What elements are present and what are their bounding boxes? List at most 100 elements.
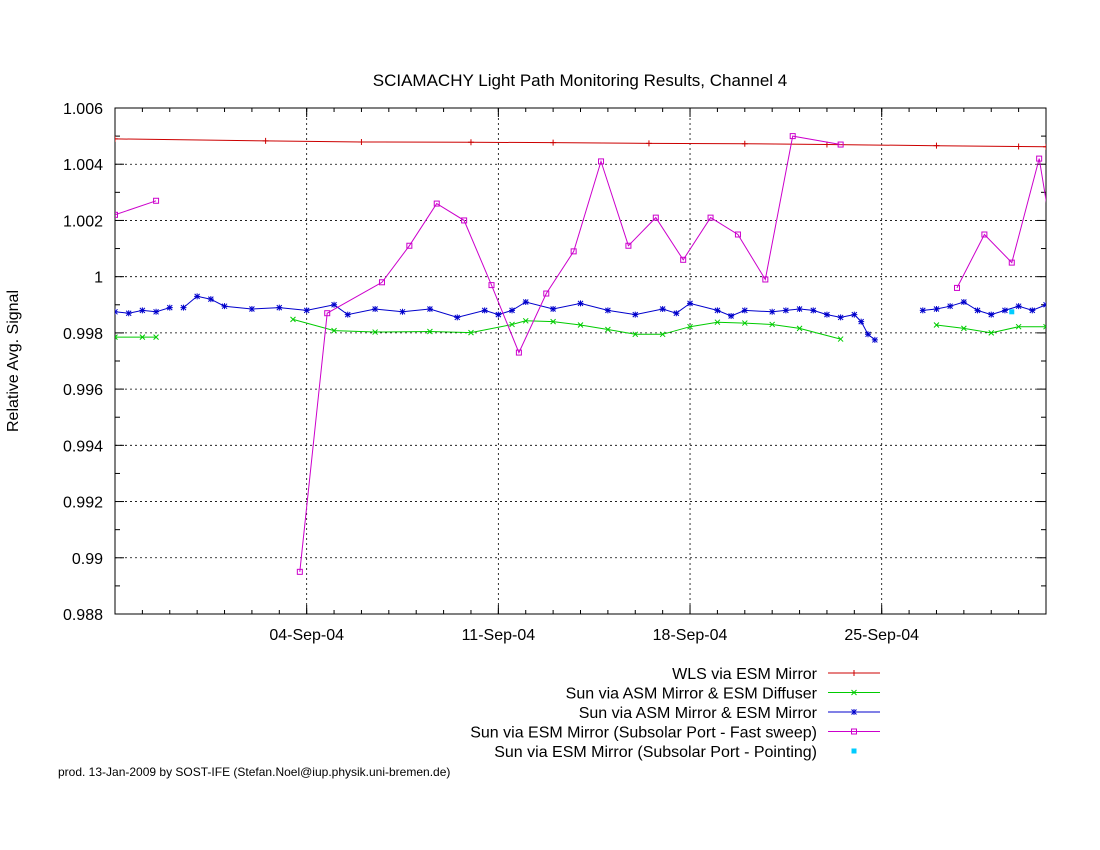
data-point [522,317,529,324]
data-point [1064,322,1069,327]
series-line [115,138,1046,148]
data-point [871,336,878,343]
data-point [796,305,803,312]
ticks [115,107,1046,615]
data-point [960,325,967,332]
data-point [659,305,666,312]
data-point [823,311,830,318]
y-tick-labels: 0.988 0.99 0.992 0.994 0.996 0.998 1 1.002 1.004… [63,101,103,624]
y-axis-label: Relative Avg. Signal [5,290,22,432]
data-point [372,329,378,335]
data-point [659,331,666,338]
data-point [139,334,146,340]
data-point [115,334,118,340]
data-point [598,158,605,165]
data-point [454,314,461,321]
data-point [851,311,858,318]
data-point [180,304,187,311]
data-point [522,298,529,305]
data-point [673,310,680,317]
data-point [509,307,516,314]
legend-label: Sun via ASM Mirror & ESM Diffuser [566,686,818,703]
data-point [796,325,803,332]
data-point [467,139,474,146]
data-point [153,308,160,315]
legend-swatch-marker [851,709,857,715]
series-line [183,295,876,341]
series-group [115,133,1069,575]
y-tick-label: 0.996 [63,382,103,399]
data-point [645,140,652,147]
data-point [125,310,132,317]
data-point [988,330,995,336]
data-point [221,303,228,310]
series-line [115,200,157,216]
data-point [153,197,160,204]
data-point [166,304,173,311]
x-tick-label: 18-Sep-04 [653,627,728,644]
y-tick-label: 0.994 [63,438,103,455]
data-point [919,307,926,314]
data-point [1015,323,1022,330]
data-point [378,279,385,286]
data-point [488,282,495,289]
legend-label: Sun via ESM Mirror (Subsolar Port - Fast… [470,725,817,742]
data-point [605,326,611,333]
footer-credit: prod. 13-Jan-2009 by SOST-IFE (Stefan.No… [58,765,450,779]
series-4 [115,133,1069,575]
data-point [974,307,981,314]
data-point [837,314,844,321]
data-point [331,327,337,334]
data-point [1036,155,1043,162]
data-point [1043,323,1046,330]
legend-swatch-marker [851,748,857,754]
data-point [714,307,721,314]
data-point [461,217,468,224]
data-point [290,316,296,323]
data-point [741,320,748,326]
data-point [865,331,872,338]
data-point [296,568,303,575]
data-point [981,231,988,238]
x-tick-labels: 04-Sep-04 11-Sep-04 18-Sep-04 25-Sep-04 [269,627,919,644]
data-point [248,305,255,312]
y-tick-label: 1.006 [63,101,103,118]
data-point [954,284,961,291]
legend: WLS via ESM Mirror Sun via ASM Mirror & E… [470,666,880,761]
data-point [426,305,433,312]
data-point [741,307,748,314]
data-point [276,304,283,311]
series-line [299,135,841,572]
data-point [115,211,118,218]
data-point [153,334,159,340]
data-point [331,301,338,308]
data-point [652,214,659,221]
x-tick-label: 25-Sep-04 [844,627,919,644]
data-point [372,305,379,312]
legend-label: Sun via ESM Mirror (Subsolar Port - Poin… [494,744,817,761]
data-point [933,322,940,328]
data-point [714,319,721,326]
data-point [433,200,440,207]
data-point [687,300,694,307]
data-point [625,242,632,249]
data-point [687,323,693,330]
data-point [515,349,522,356]
data-point [947,303,954,310]
data-point [509,321,515,328]
data-point [837,141,844,148]
data-point [303,307,310,314]
data-point [789,133,796,140]
x-tick-label: 11-Sep-04 [462,627,536,644]
data-point [399,308,406,315]
plot-frame [114,107,1047,615]
data-point [194,293,201,300]
data-point [115,135,118,142]
y-tick-label: 1.002 [63,213,103,230]
data-point [988,311,995,318]
data-point [782,307,789,314]
data-point [810,307,817,314]
data-point [495,311,502,318]
series-line [922,301,1046,316]
